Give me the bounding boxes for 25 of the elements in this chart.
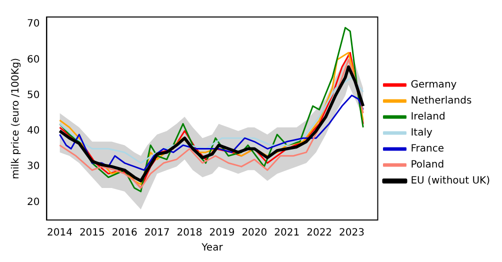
- y-tick-label: 60: [26, 54, 40, 66]
- legend-label: Germany: [410, 80, 457, 91]
- x-tick-label: 2017: [144, 228, 170, 239]
- y-axis-title: milk price (euro /100Kg): [10, 58, 22, 180]
- legend-label: Netherlands: [410, 96, 472, 107]
- y-tick-label: 70: [26, 18, 40, 30]
- legend-label: France: [410, 144, 444, 155]
- x-axis-title: Year: [200, 242, 224, 254]
- x-tick-label: 2014: [46, 228, 72, 239]
- x-tick-label: 2023: [339, 228, 364, 239]
- x-tick-label: 2021: [274, 228, 300, 239]
- x-tick-label: 2022: [306, 228, 332, 239]
- x-tick-label: 2018: [176, 228, 202, 239]
- x-tick-label: 2015: [79, 228, 105, 239]
- legend-label: Poland: [410, 160, 444, 171]
- x-tick-label: 2016: [112, 228, 138, 239]
- y-tick-label: 50: [26, 90, 40, 101]
- x-tick-label: 2019: [209, 228, 235, 239]
- y-tick-label: 20: [26, 196, 40, 208]
- x-tick-label: 2020: [242, 228, 268, 239]
- legend-label: Ireland: [410, 112, 446, 123]
- legend-label: Italy: [410, 128, 433, 139]
- y-tick-label: 40: [26, 126, 40, 137]
- y-tick-label: 30: [26, 161, 40, 172]
- legend-label: EU (without UK): [410, 176, 490, 187]
